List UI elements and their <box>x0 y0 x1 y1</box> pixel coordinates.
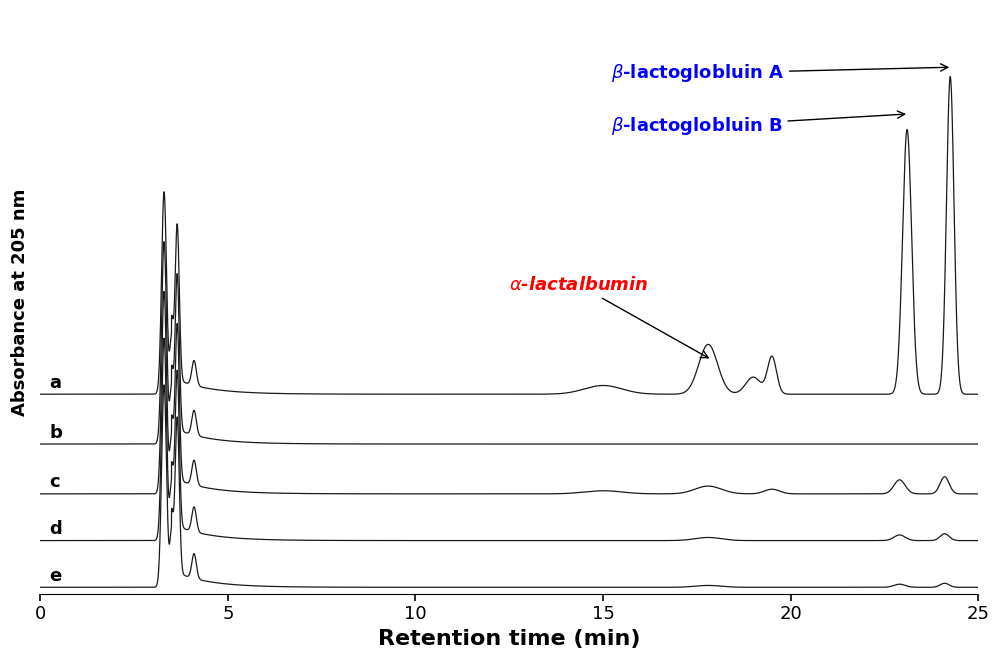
Text: $\alpha$-lactalbumin: $\alpha$-lactalbumin <box>510 276 708 358</box>
Text: $\beta$-lactoglobluin B: $\beta$-lactoglobluin B <box>611 111 905 137</box>
Text: c: c <box>50 473 60 492</box>
Text: e: e <box>50 567 62 585</box>
X-axis label: Retention time (min): Retention time (min) <box>378 629 641 649</box>
Text: $\beta$-lactoglobluin A: $\beta$-lactoglobluin A <box>611 63 948 84</box>
Text: a: a <box>50 374 62 391</box>
Y-axis label: Absorbance at 205 nm: Absorbance at 205 nm <box>11 189 29 416</box>
Text: d: d <box>50 520 62 538</box>
Text: b: b <box>50 424 62 442</box>
